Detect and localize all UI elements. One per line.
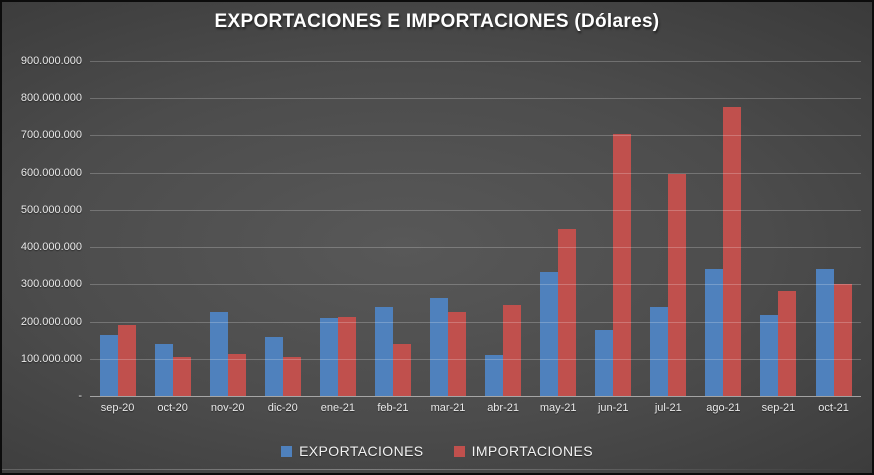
category-dic-20 <box>255 61 310 396</box>
gridline <box>90 172 861 174</box>
y-axis-tick-label: 900.000.000 <box>20 55 82 67</box>
category-sep-21 <box>751 61 806 396</box>
export-bar-sep-20 <box>99 335 118 396</box>
import-bar-may-21 <box>558 229 577 396</box>
category-feb-21 <box>365 61 420 396</box>
gridline <box>90 284 861 286</box>
import-bar-ago-21 <box>723 107 742 396</box>
export-bar-oct-20 <box>154 344 173 396</box>
gridline <box>90 98 861 100</box>
export-bar-abr-21 <box>485 355 504 396</box>
export-bar-nov-20 <box>209 312 228 396</box>
category-ago-21 <box>696 61 751 396</box>
y-axis-tick-label: 500.000.000 <box>20 203 82 216</box>
legend-label-importaciones: IMPORTACIONES <box>471 443 593 459</box>
export-bar-ago-21 <box>705 269 724 396</box>
y-axis-tick-label: 100.000.000 <box>20 352 82 365</box>
import-bar-jul-21 <box>668 174 687 396</box>
x-axis-tick-label: feb-21 <box>377 402 409 414</box>
category-may-21 <box>531 61 586 396</box>
x-axis-tick-label: sep-21 <box>761 402 796 414</box>
x-axis-tick-label: jun-21 <box>597 402 629 414</box>
export-bar-may-21 <box>540 272 559 396</box>
x-axis-tick-label: jul-21 <box>654 402 682 414</box>
import-bar-oct-21 <box>833 284 852 396</box>
export-bar-ene-21 <box>319 318 338 396</box>
x-axis-tick-label: oct-21 <box>818 402 849 414</box>
legend: EXPORTACIONES IMPORTACIONES <box>2 443 872 459</box>
category-oct-20 <box>145 61 200 396</box>
gridline <box>90 321 861 323</box>
chart-title: EXPORTACIONES E IMPORTACIONES (Dólares) <box>214 11 660 32</box>
export-bar-oct-21 <box>815 269 834 396</box>
x-axis-tick-label: nov-20 <box>210 402 245 414</box>
legend-label-exportaciones: EXPORTACIONES <box>299 443 424 459</box>
category-jun-21 <box>586 61 641 396</box>
y-axis-tick-label: 300.000.000 <box>20 278 82 291</box>
category-oct-21 <box>806 61 861 396</box>
y-axis-tick-label: - <box>78 390 82 402</box>
category-abr-21 <box>476 61 531 396</box>
export-bar-feb-21 <box>374 307 393 396</box>
import-bar-abr-21 <box>503 305 522 396</box>
x-axis-tick-label: dic-20 <box>267 402 298 414</box>
gridline <box>90 209 861 211</box>
x-axis-tick-label: mar-21 <box>430 402 466 414</box>
y-axis: 900.000.000 800.000.000 700.000.000 600.000… <box>2 2 84 473</box>
x-axis-tick-label: ago-21 <box>706 402 741 414</box>
x-axis-tick-label: abr-21 <box>487 402 519 414</box>
x-axis-tick-label: oct-20 <box>157 402 188 414</box>
x-axis: sep-20 oct-20 nov-20 dic-20 ene-21 feb-21 mar-… <box>90 400 861 418</box>
gridline <box>90 61 861 62</box>
y-axis-tick-label: 700.000.000 <box>20 129 82 142</box>
import-bar-dic-20 <box>282 357 301 396</box>
import-bar-sep-20 <box>117 325 136 396</box>
import-bar-nov-20 <box>227 354 246 396</box>
gridline <box>90 247 861 249</box>
x-axis-line <box>90 396 861 397</box>
import-bar-jun-21 <box>613 134 632 396</box>
gridline <box>90 135 861 137</box>
legend-item-importaciones: IMPORTACIONES <box>453 443 593 459</box>
import-bar-feb-21 <box>392 344 411 396</box>
export-bar-dic-20 <box>264 337 283 396</box>
x-axis-tick-label: sep-20 <box>100 402 135 414</box>
category-ene-21 <box>310 61 365 396</box>
x-axis-tick-label: may-21 <box>539 402 577 414</box>
exportaciones-swatch-icon <box>281 445 293 457</box>
category-sep-20 <box>90 61 145 396</box>
bars-row <box>90 61 861 396</box>
y-axis-tick-label: 800.000.000 <box>20 92 82 105</box>
category-nov-20 <box>200 61 255 396</box>
category-mar-21 <box>420 61 475 396</box>
x-axis-tick-label: ene-21 <box>320 402 355 414</box>
plot-area <box>90 61 861 396</box>
export-bar-mar-21 <box>430 298 448 396</box>
y-axis-tick-label: 200.000.000 <box>20 315 82 328</box>
gridline <box>90 358 861 360</box>
export-bar-sep-21 <box>760 315 779 396</box>
export-bar-jun-21 <box>595 330 614 396</box>
export-bar-jul-21 <box>650 307 669 396</box>
y-axis-tick-label: 600.000.000 <box>20 166 82 179</box>
legend-item-exportaciones: EXPORTACIONES <box>281 443 424 459</box>
import-bar-oct-20 <box>172 357 191 396</box>
import-bar-mar-21 <box>448 312 466 396</box>
category-jul-21 <box>641 61 696 396</box>
import-bar-sep-21 <box>778 291 797 396</box>
import-bar-ene-21 <box>337 317 356 396</box>
y-axis-tick-label: 400.000.000 <box>20 241 82 254</box>
bottom-highlight-line <box>2 469 872 470</box>
importaciones-swatch-icon <box>453 445 465 457</box>
